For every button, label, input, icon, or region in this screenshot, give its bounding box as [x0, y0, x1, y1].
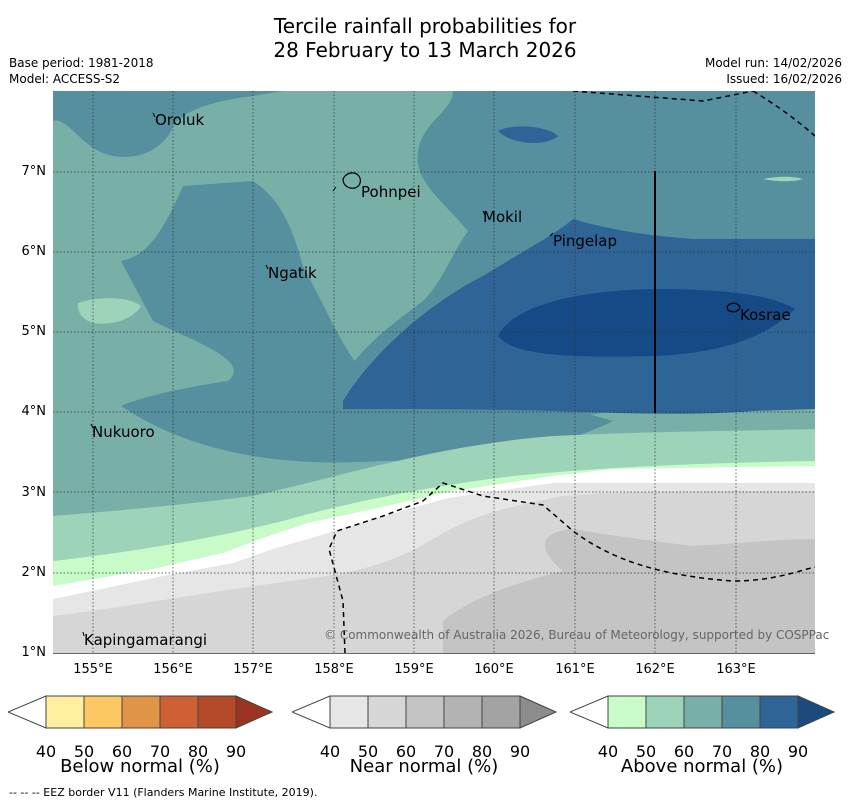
lat-label-3n: 3°N: [21, 485, 47, 500]
colorbar-near: [292, 695, 557, 729]
lat-label-6n: 6°N: [21, 244, 47, 259]
label-oroluk: Oroluk: [155, 111, 205, 129]
colorbar-below-title: Below normal (%): [60, 756, 220, 777]
above-tick-90: 90: [787, 742, 809, 761]
colorbar-below-swatch-70: [159, 695, 199, 729]
colorbar-below-swatch-40: [45, 695, 85, 729]
title-line-2: 28 February to 13 March 2026: [273, 38, 577, 62]
colorbar-near-swatch-60: [405, 695, 445, 729]
model-name: Model: ACCESS-S2: [9, 72, 121, 86]
label-kosrae: Kosrae: [740, 306, 791, 324]
colorbar-above-swatch-50: [645, 695, 685, 729]
label-pingelap: Pingelap: [553, 232, 618, 250]
blob-north: [498, 126, 558, 143]
below-tick-80: 80: [187, 742, 209, 761]
lon-label-160e: 160°E: [474, 662, 514, 677]
lon-label-158e: 158°E: [314, 662, 354, 677]
colorbar-above-upper-arrow: [797, 695, 835, 729]
near-tick-90: 90: [509, 742, 531, 761]
colorbar-above-swatch-40: [607, 695, 647, 729]
blob-east: [763, 176, 803, 182]
above-tick-60: 60: [673, 742, 695, 761]
lat-label-1n: 1°N: [21, 645, 47, 660]
region-above-80-northwest: [53, 91, 283, 157]
probability-map: [53, 91, 815, 654]
atoll-markers: [82, 112, 554, 637]
map-title: Tercile rainfall probabilities for 28 Fe…: [0, 14, 850, 62]
ant-atoll-mark: [332, 186, 337, 192]
lon-label-162e: 162°E: [635, 662, 675, 677]
near-tick-40: 40: [319, 742, 341, 761]
lon-label-156e: 156°E: [153, 662, 193, 677]
lat-label-2n: 2°N: [21, 565, 47, 580]
colorbar-near-swatch-40: [329, 695, 369, 729]
model-run: Model run: 14/02/2026: [704, 56, 842, 70]
colorbar-near-lower-arrow: [292, 695, 331, 729]
near-tick-80: 80: [471, 742, 493, 761]
label-ngatik: Ngatik: [268, 264, 317, 282]
colorbar-below-swatch-50: [83, 695, 123, 729]
colorbar-above-title: Above normal (%): [620, 756, 784, 777]
below-tick-70: 70: [149, 742, 171, 761]
near-tick-50: 50: [357, 742, 379, 761]
colorbar-above-swatch-80: [759, 695, 799, 729]
copyright-notice: © Commonwealth of Australia 2026, Bureau…: [324, 628, 830, 642]
lat-label-5n: 5°N: [21, 324, 47, 339]
near-tick-70: 70: [433, 742, 455, 761]
colorbar-near-upper-arrow: [519, 695, 557, 729]
colorbar-below-swatch-60: [121, 695, 161, 729]
blob-west: [77, 298, 141, 324]
colorbar-near-swatch-50: [367, 695, 407, 729]
lon-label-161e: 161°E: [555, 662, 595, 677]
kosrae-coastline: [726, 302, 741, 313]
lon-label-157e: 157°E: [233, 662, 273, 677]
lat-label-4n: 4°N: [21, 404, 47, 419]
pohnpei-coastline: [342, 172, 361, 189]
issued-date: Issued: 16/02/2026: [726, 72, 842, 86]
colorbar-near-title: Near normal (%): [349, 756, 499, 777]
meta-right: Model run: 14/02/2026 Issued: 16/02/2026: [705, 55, 842, 87]
label-nukuoro: Nukuoro: [92, 423, 155, 441]
colorbar-above: [570, 695, 835, 729]
meta-left: Base period: 1981-2018 Model: ACCESS-S2: [9, 55, 154, 87]
region-above-max: [498, 289, 795, 357]
colorbar-above-lower-arrow: [570, 695, 609, 729]
above-tick-40: 40: [597, 742, 619, 761]
colorbar-below-lower-arrow: [8, 695, 47, 729]
colorbar-near-swatch-80: [481, 695, 521, 729]
above-tick-50: 50: [635, 742, 657, 761]
above-tick-70: 70: [711, 742, 733, 761]
colorbar-below: [8, 695, 273, 729]
lon-label-159e: 159°E: [394, 662, 434, 677]
region-near-60: [443, 529, 815, 654]
lon-label-155e: 155°E: [73, 662, 113, 677]
below-tick-50: 50: [73, 742, 95, 761]
label-kapingamarangi: Kapingamarangi: [84, 631, 208, 649]
colorbar-near-swatch-70: [443, 695, 483, 729]
below-tick-40: 40: [35, 742, 57, 761]
lon-label-163e: 163°E: [716, 662, 756, 677]
title-line-1: Tercile rainfall probabilities for: [273, 14, 577, 38]
eez-legend-note: -- -- -- EEZ border V11 (Flanders Marine…: [9, 786, 318, 799]
near-tick-60: 60: [395, 742, 417, 761]
label-mokil: Mokil: [483, 208, 523, 226]
lat-label-7n: 7°N: [21, 164, 47, 179]
above-tick-80: 80: [749, 742, 771, 761]
colorbar-above-swatch-70: [721, 695, 761, 729]
base-period: Base period: 1981-2018: [9, 56, 154, 70]
colorbar-below-upper-arrow: [235, 695, 273, 729]
colorbar-below-swatch-80: [197, 695, 237, 729]
colorbar-above-swatch-60: [683, 695, 723, 729]
eez-border: [328, 91, 815, 654]
below-tick-60: 60: [111, 742, 133, 761]
label-pohnpei: Pohnpei: [361, 183, 421, 201]
below-tick-90: 90: [225, 742, 247, 761]
